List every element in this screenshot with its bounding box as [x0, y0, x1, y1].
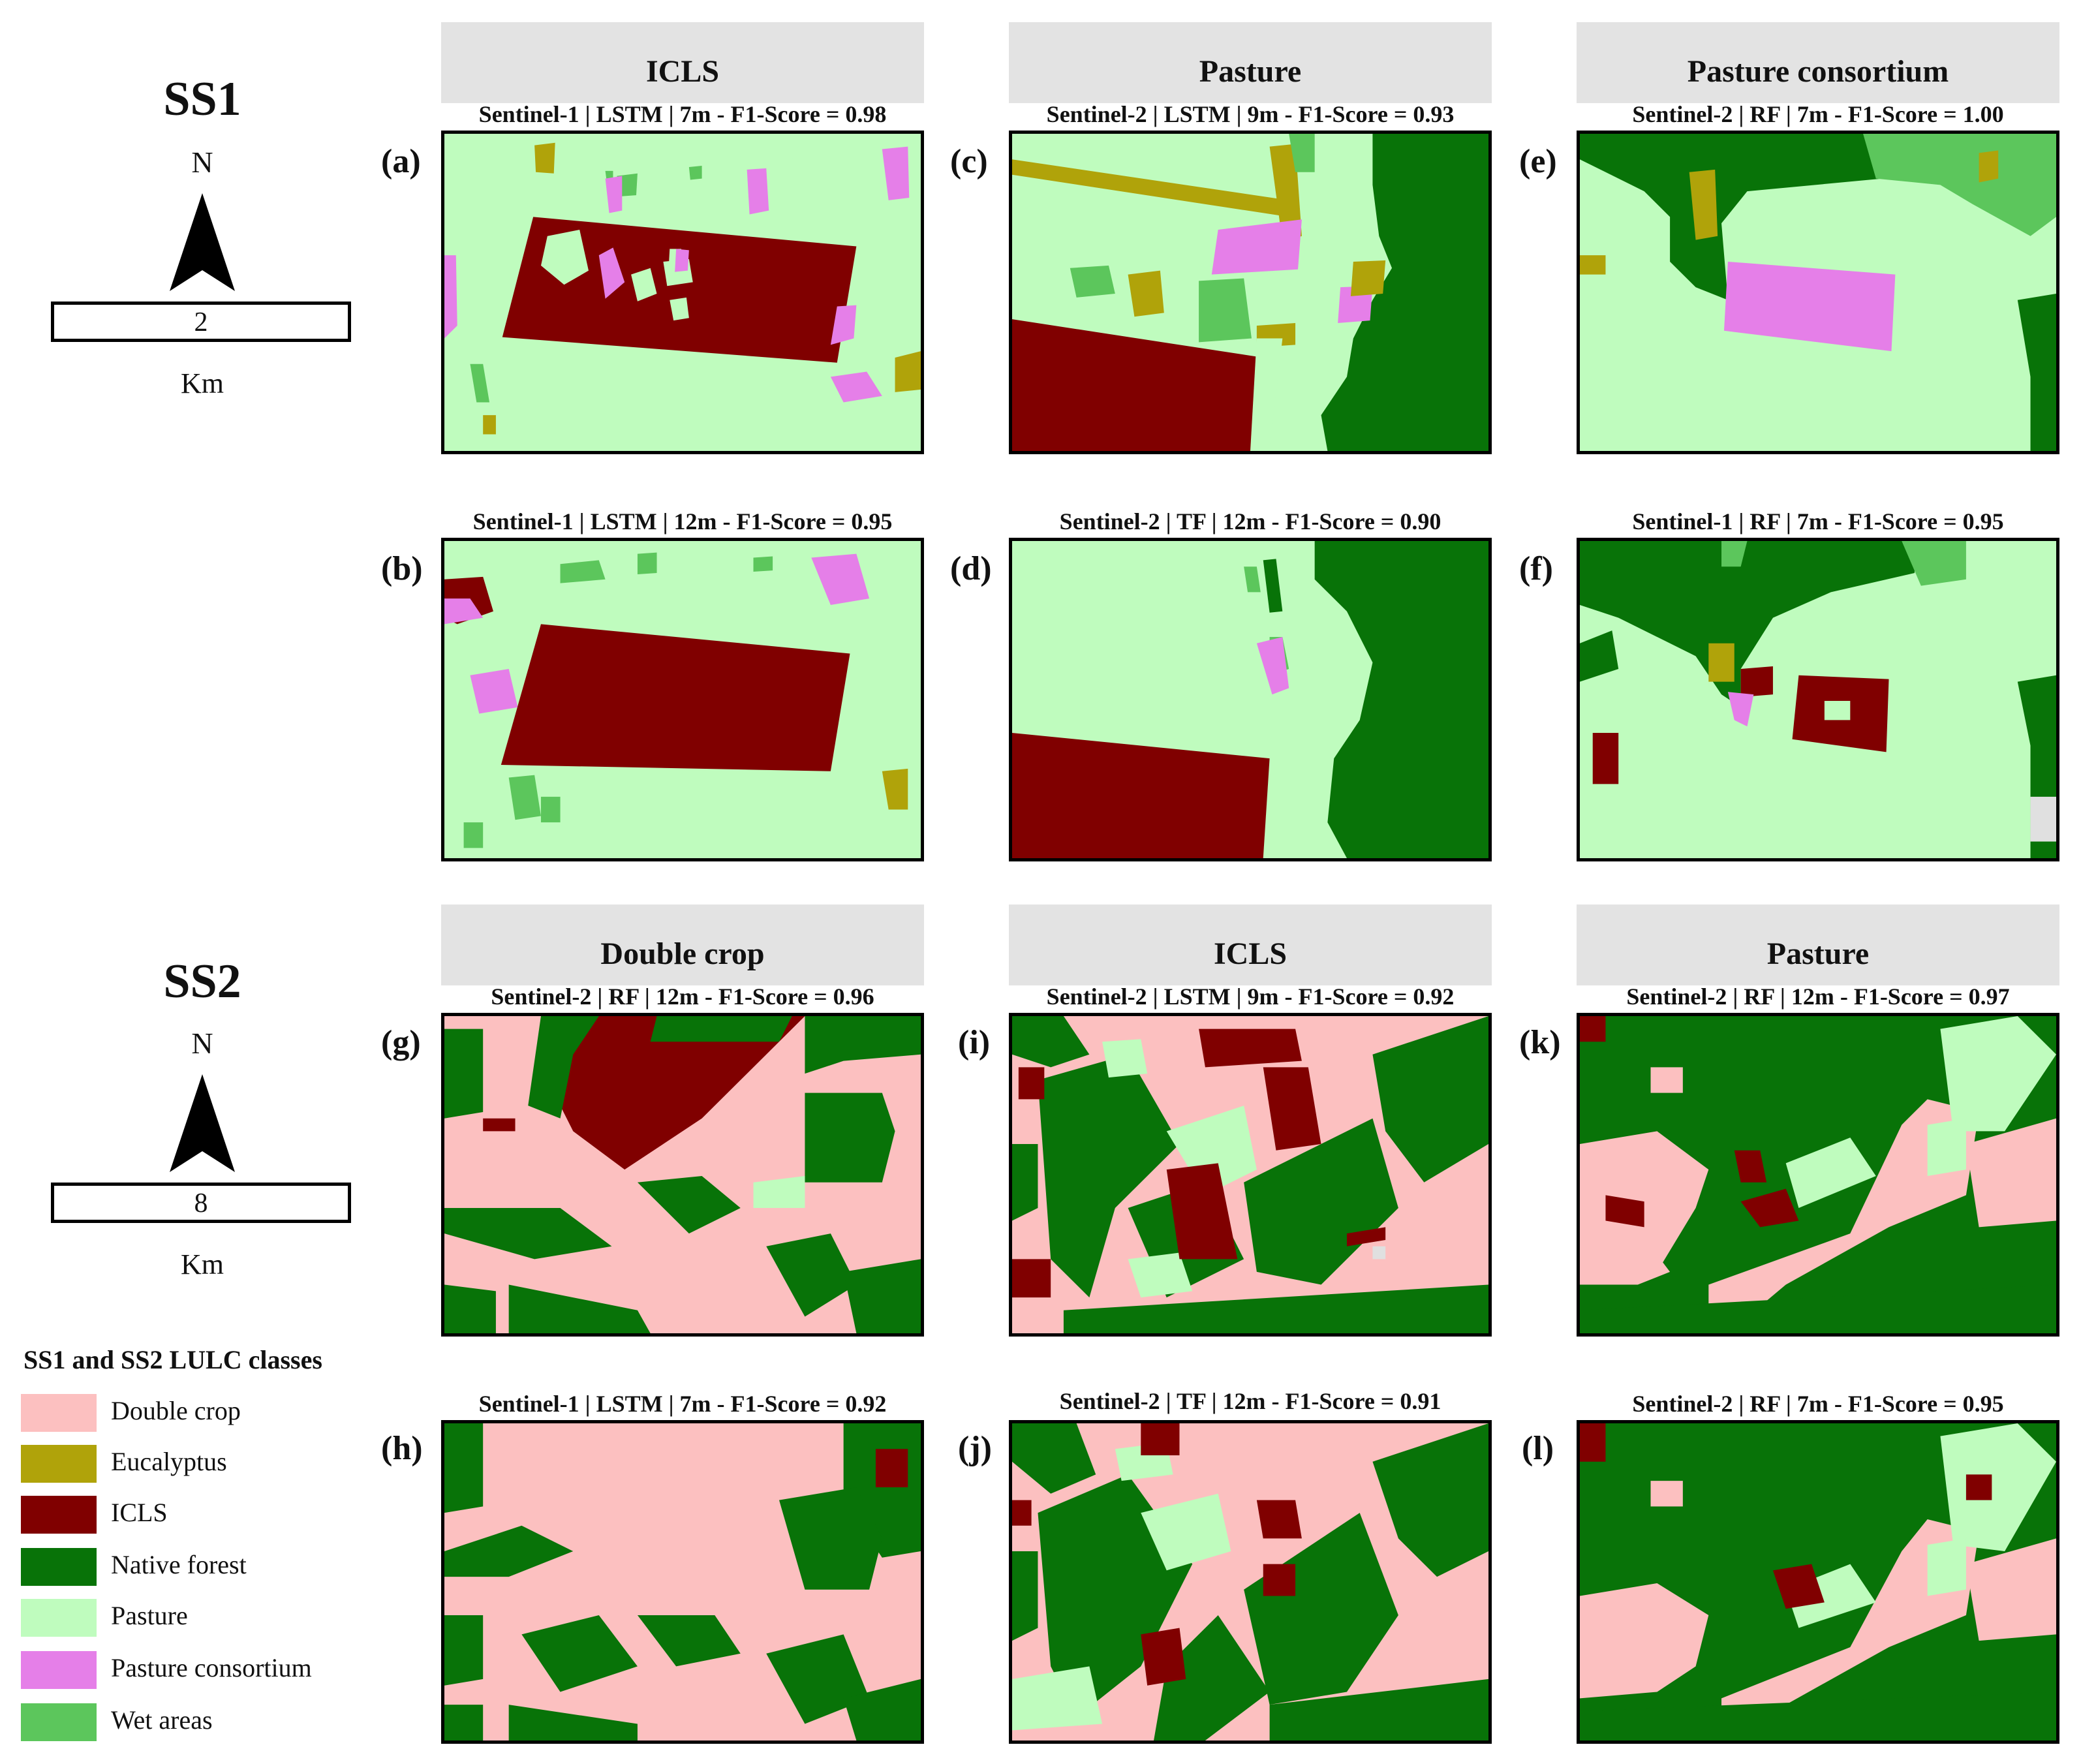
column-header-ss1-pasture: Pasture: [1009, 22, 1492, 103]
ss1-scale-bar: 2: [51, 302, 351, 342]
panel-label-j: (j): [958, 1430, 992, 1467]
caption-l: Sentinel-2 | RF | 7m - F1-Score = 0.95: [1632, 1391, 2004, 1417]
column-header-ss1-pasture-consortium: Pasture consortium: [1577, 22, 2059, 103]
caption-k: Sentinel-2 | RF | 12m - F1-Score = 0.97: [1626, 983, 2010, 1010]
legend-swatch-wet-areas: [21, 1703, 97, 1741]
legend-label-pasture-consortium: Pasture consortium: [111, 1653, 312, 1682]
caption-e: Sentinel-2 | RF | 7m - F1-Score = 1.00: [1632, 101, 2004, 127]
caption-a: Sentinel-1 | LSTM | 7m - F1-Score = 0.98: [478, 101, 887, 127]
panel-label-d: (d): [950, 550, 992, 587]
panel-label-g: (g): [381, 1024, 421, 1061]
map-panel-a: [441, 131, 924, 454]
legend-swatch-double-crop: [21, 1394, 97, 1432]
map-panel-f: [1577, 538, 2059, 861]
ss2-title: SS2: [163, 955, 241, 1008]
column-header-ss2-icls: ICLS: [1009, 905, 1492, 985]
map-panel-h: [441, 1420, 924, 1744]
legend-label-double-crop: Double crop: [111, 1396, 241, 1425]
column-header-ss1-icls: ICLS: [441, 22, 924, 103]
caption-g: Sentinel-2 | RF | 12m - F1-Score = 0.96: [491, 983, 874, 1010]
column-header-ss2-pasture: Pasture: [1577, 905, 2059, 985]
caption-j: Sentinel-2 | TF | 12m - F1-Score = 0.91: [1059, 1388, 1441, 1414]
column-header-ss2-double-crop: Double crop: [441, 905, 924, 985]
legend-label-native-forest: Native forest: [111, 1550, 247, 1579]
ss2-north-label: N: [191, 1027, 213, 1060]
caption-d: Sentinel-2 | TF | 12m - F1-Score = 0.90: [1059, 508, 1441, 534]
caption-c: Sentinel-2 | LSTM | 9m - F1-Score = 0.93: [1046, 101, 1455, 127]
caption-b: Sentinel-1 | LSTM | 12m - F1-Score = 0.9…: [472, 508, 893, 534]
panel-label-c: (c): [950, 143, 988, 180]
legend-label-wet-areas: Wet areas: [111, 1705, 213, 1735]
ss2-scale-unit: Km: [181, 1248, 224, 1280]
legend-label-eucalyptus: Eucalyptus: [111, 1447, 227, 1476]
panel-label-f: (f): [1519, 550, 1553, 587]
caption-h: Sentinel-1 | LSTM | 7m - F1-Score = 0.92: [478, 1391, 887, 1417]
panel-label-h: (h): [381, 1430, 423, 1467]
map-panel-e: [1577, 131, 2059, 454]
legend-swatch-pasture-consortium: [21, 1651, 97, 1689]
map-panel-d: [1009, 538, 1492, 861]
legend-swatch-pasture: [21, 1599, 97, 1637]
legend-swatch-icls: [21, 1496, 97, 1534]
legend-title: SS1 and SS2 LULC classes: [23, 1345, 322, 1374]
panel-label-e: (e): [1519, 143, 1557, 180]
legend-label-icls: ICLS: [111, 1498, 168, 1527]
panel-label-b: (b): [381, 550, 423, 587]
ss1-north-label: N: [191, 146, 213, 179]
ss2-north-arrow-icon: [170, 1074, 235, 1172]
map-panel-b: [441, 538, 924, 861]
map-panel-c: [1009, 131, 1492, 454]
panel-label-a: (a): [381, 143, 421, 180]
legend-label-pasture: Pasture: [111, 1601, 188, 1630]
panel-label-k: (k): [1519, 1024, 1561, 1061]
legend-swatch-eucalyptus: [21, 1445, 97, 1483]
map-panel-l: [1577, 1420, 2059, 1744]
ss1-north-arrow-icon: [170, 193, 235, 291]
panel-label-i: (i): [958, 1024, 991, 1061]
caption-f: Sentinel-1 | RF | 7m - F1-Score = 0.95: [1632, 508, 2004, 534]
ss2-scale-bar: 8: [51, 1183, 351, 1223]
map-panel-j: [1009, 1420, 1492, 1744]
legend-swatch-native-forest: [21, 1548, 97, 1586]
ss1-title: SS1: [163, 72, 241, 126]
map-panel-i: [1009, 1013, 1492, 1337]
panel-label-l: (l): [1522, 1430, 1554, 1467]
ss1-scale-unit: Km: [181, 367, 224, 399]
caption-i: Sentinel-2 | LSTM | 9m - F1-Score = 0.92: [1046, 983, 1455, 1010]
map-panel-k: [1577, 1013, 2059, 1337]
map-panel-g: [441, 1013, 924, 1337]
